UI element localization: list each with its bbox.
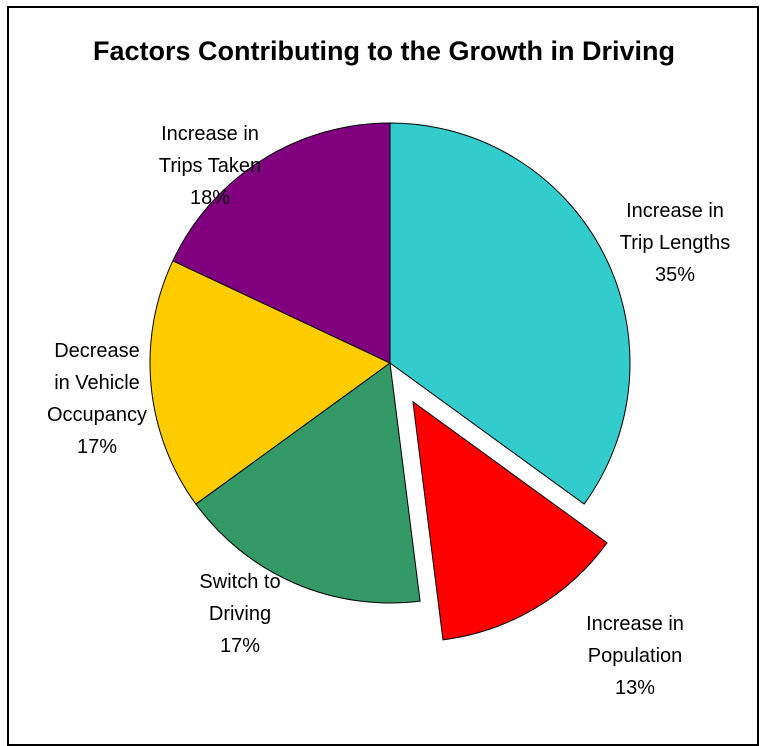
pie-slice-increase-in-population	[412, 400, 608, 641]
slice-name-line: in Vehicle	[54, 372, 140, 394]
slice-value-label: 18%	[190, 187, 230, 209]
slice-name-line: Occupancy	[47, 404, 147, 426]
pie-slice-increase-in-trips-taken	[172, 122, 391, 364]
slice-label-switch-to-driving: Switch to Driving 17%	[199, 571, 280, 657]
slice-name-line: Trips Taken	[159, 155, 261, 177]
pie-slice-decrease-in-vehicle-occupancy	[149, 260, 391, 505]
slice-name-line: Driving	[209, 603, 271, 625]
slice-name-line: Decrease	[54, 340, 140, 362]
chart-title: Factors Contributing to the Growth in Dr…	[93, 36, 675, 66]
slice-value-label: 13%	[615, 677, 655, 699]
slice-name-line: Switch to	[199, 571, 280, 593]
slice-name-line: Increase in	[161, 123, 259, 145]
slice-value-label: 35%	[655, 264, 695, 286]
slice-name-line: Trip Lengths	[620, 232, 730, 254]
pie-slice-switch-to-driving	[195, 362, 421, 604]
slice-label-increase-in-trip-lengths: Increase in Trip Lengths 35%	[620, 200, 730, 286]
slice-value-label: 17%	[220, 635, 260, 657]
slice-label-increase-in-trips-taken: Increase in Trips Taken 18%	[159, 123, 261, 209]
slice-label-decrease-in-vehicle-occupancy: Decrease in Vehicle Occupancy 17%	[47, 340, 147, 458]
slice-name-line: Increase in	[626, 200, 724, 222]
slice-name-line: Population	[588, 645, 683, 667]
slice-value-label: 17%	[77, 436, 117, 458]
slice-label-increase-in-population: Increase in Population 13%	[586, 613, 684, 699]
pie-slice-increase-in-trip-lengths	[389, 122, 631, 505]
slice-name-line: Increase in	[586, 613, 684, 635]
